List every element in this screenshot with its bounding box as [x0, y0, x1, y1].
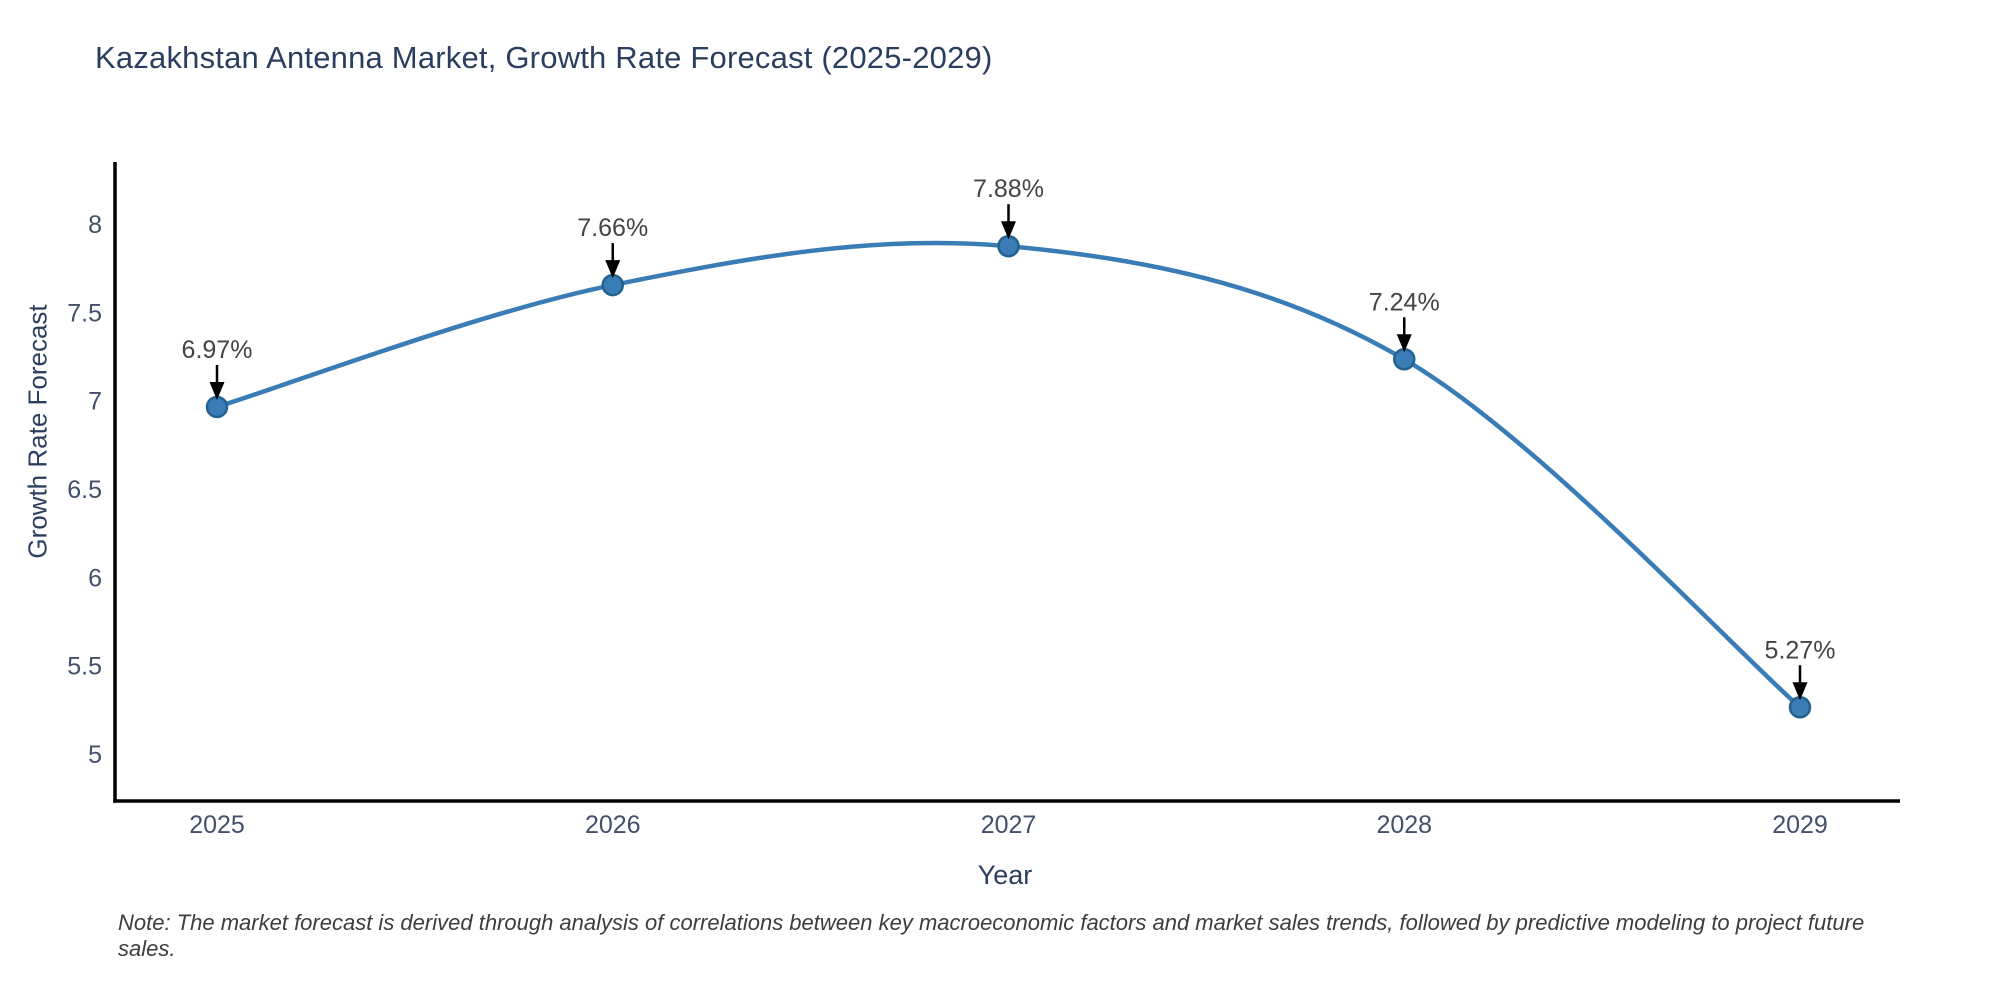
x-axis-title: Year	[0, 860, 2000, 891]
chart-title: Kazakhstan Antenna Market, Growth Rate F…	[95, 40, 993, 75]
y-tick-label: 6	[88, 564, 102, 592]
y-tick-label: 6.5	[67, 476, 102, 504]
y-tick-label: 7	[88, 388, 102, 416]
y-tick-label: 7.5	[67, 299, 102, 327]
x-axis-title-text: Year	[977, 860, 1033, 890]
annotation-label: 6.97%	[182, 336, 253, 364]
forecast-line	[214, 240, 1803, 710]
annotation-arrowhead	[1792, 682, 1808, 701]
footer-note: Note: The market forecast is derived thr…	[118, 910, 1865, 961]
annotation-label: 7.88%	[973, 175, 1044, 203]
annotation-arrowhead	[1001, 221, 1016, 240]
y-tick-label: 5	[88, 741, 102, 769]
x-tick-label: 2026	[585, 811, 641, 839]
annotation-arrowhead	[1396, 334, 1412, 353]
x-tick-label: 2028	[1376, 811, 1432, 839]
x-tick-label: 2029	[1772, 811, 1828, 839]
annotation-label: 7.24%	[1369, 288, 1440, 316]
annotation-label: 7.66%	[577, 214, 648, 242]
y-tick-label: 5.5	[67, 653, 102, 681]
y-tick-label: 8	[88, 211, 102, 239]
x-tick-label: 2025	[189, 811, 245, 839]
y-axis-title: Growth Rate Forecast	[22, 304, 53, 559]
annotation-label: 5.27%	[1765, 636, 1836, 664]
annotation-arrowhead	[209, 381, 225, 400]
x-tick-label: 2027	[981, 811, 1037, 839]
annotation-arrowhead	[605, 260, 621, 279]
